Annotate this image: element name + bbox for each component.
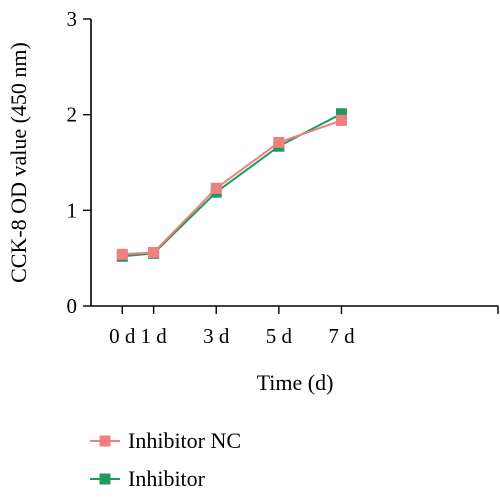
legend-marker	[99, 473, 111, 485]
data-point	[210, 182, 222, 194]
x-tick-label: 0 d	[109, 324, 136, 348]
series-line	[122, 119, 342, 256]
y-axis-title: CCK-8 OD value (450 nm)	[6, 42, 31, 283]
x-tick-label: 1 d	[140, 324, 167, 348]
legend-label: Inhibitor	[128, 466, 206, 491]
y-ticks: 0 1 2 3	[67, 7, 91, 318]
x-tick-label: 3 d	[203, 324, 230, 348]
x-tick-label: 7 d	[328, 324, 355, 348]
legend-label: Inhibitor NC	[128, 428, 241, 453]
y-tick-label: 3	[67, 7, 78, 31]
axes	[90, 19, 498, 307]
series-layer	[116, 108, 347, 262]
y-tick-label: 2	[67, 103, 78, 127]
data-point	[335, 108, 347, 120]
series-line	[122, 112, 342, 258]
y-tick-label: 0	[67, 294, 78, 318]
legend: Inhibitor NC Inhibitor	[90, 428, 241, 491]
data-point	[273, 136, 285, 148]
y-tick-label: 1	[67, 198, 78, 222]
x-axis-title: Time (d)	[257, 370, 334, 395]
x-tick-label: 5 d	[266, 324, 293, 348]
legend-marker	[99, 435, 111, 447]
data-point	[116, 248, 128, 260]
data-point	[148, 246, 160, 258]
data-point	[335, 114, 347, 126]
